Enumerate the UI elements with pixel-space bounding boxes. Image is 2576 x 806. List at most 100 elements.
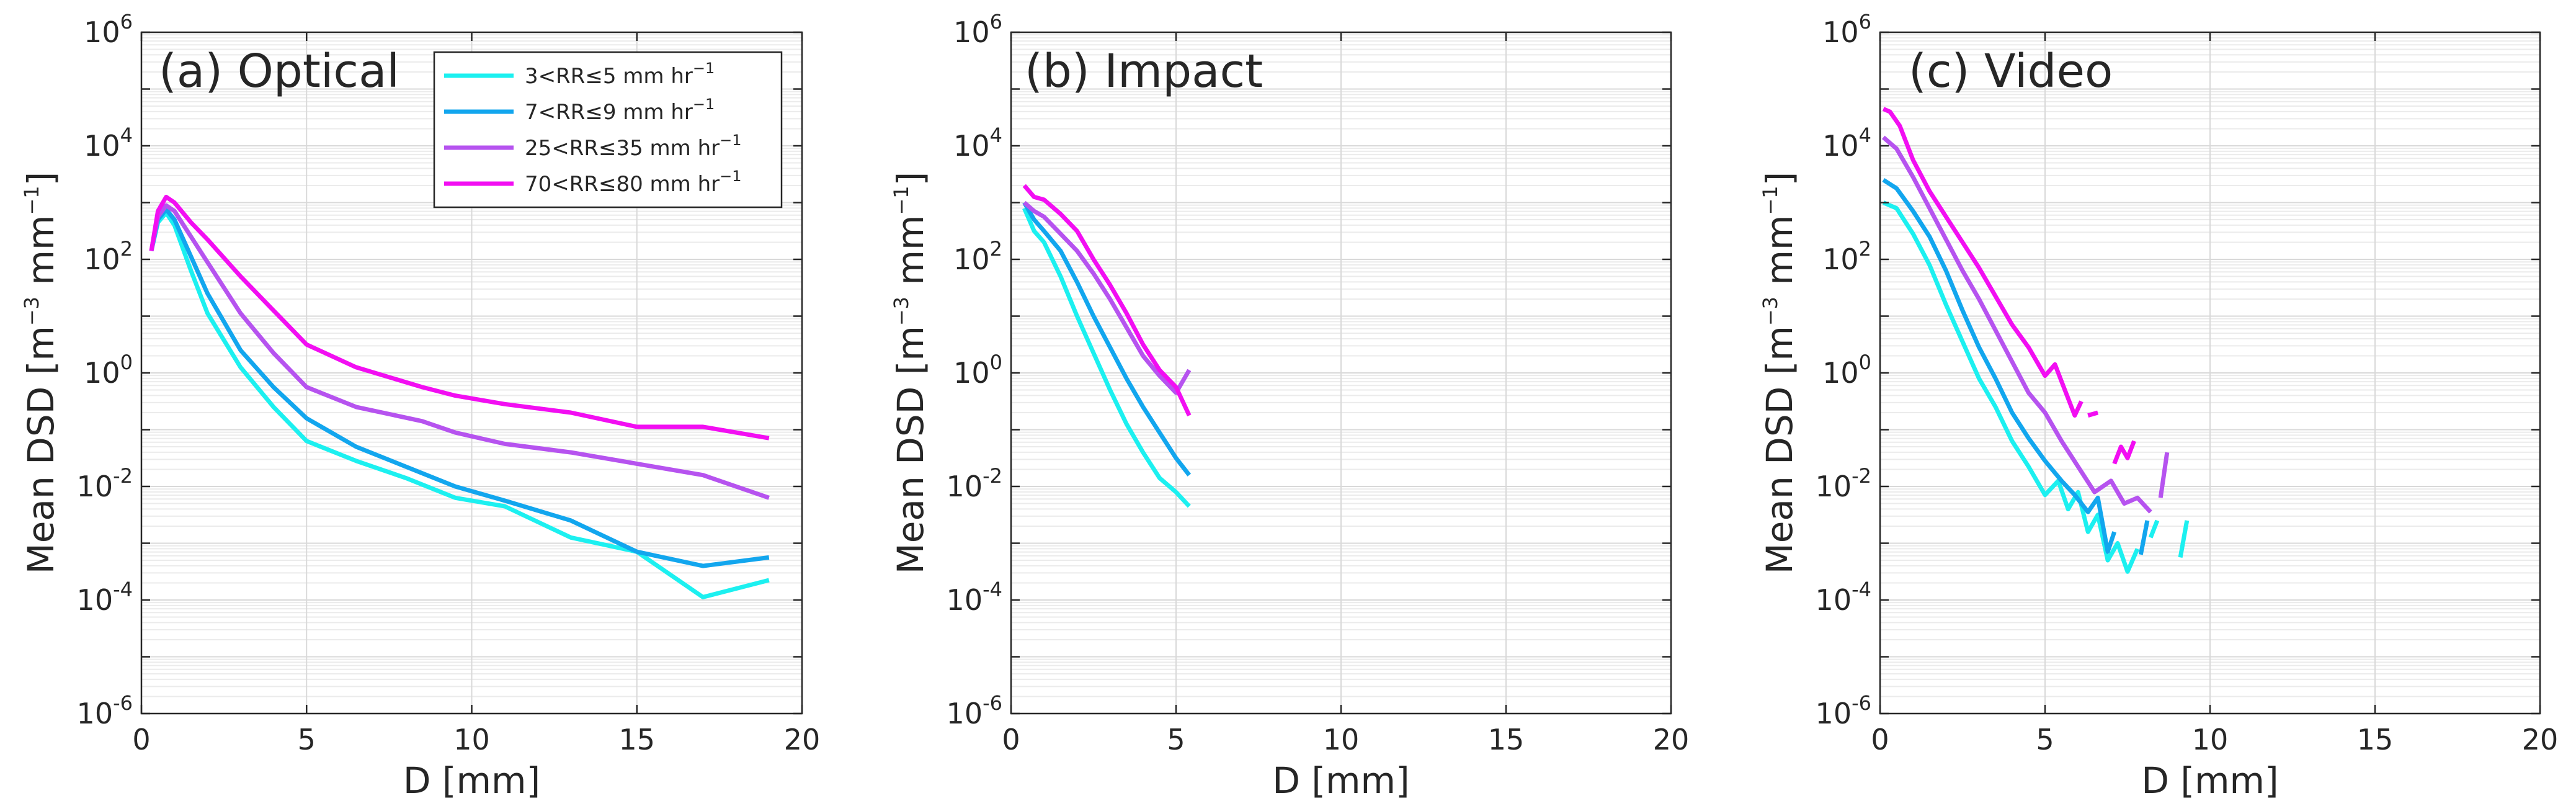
panel-title: (a) Optical — [159, 45, 399, 98]
x-tick-label: 15 — [2357, 723, 2394, 756]
y-tick-base: 10 — [1816, 470, 1852, 503]
series-line-2-seg-2 — [2138, 520, 2150, 555]
y-tick-label: 10-2 — [947, 464, 1002, 503]
y-tick-exponent: -4 — [983, 578, 1002, 601]
legend-label-main: 7<RR≤9 mm hr — [525, 100, 693, 125]
y-tick-label: 104 — [1822, 123, 1871, 163]
series-line-3 — [149, 203, 770, 500]
y-tick-base: 10 — [947, 583, 983, 617]
x-axis-label: D [mm] — [2141, 759, 2278, 802]
series-line-4 — [149, 194, 770, 441]
y-label-exponent: −3 — [889, 297, 913, 326]
y-label-exponent: −3 — [20, 297, 43, 326]
y-label-exponent: −1 — [20, 186, 43, 215]
y-tick-base: 10 — [947, 697, 983, 730]
legend-label-main: 70<RR≤80 mm hr — [525, 172, 720, 197]
y-label-part: ] — [889, 172, 932, 186]
y-tick-exponent: 4 — [1859, 123, 1871, 147]
x-tick-label: 10 — [1323, 723, 1360, 756]
y-label-part: Mean DSD [m — [889, 326, 932, 574]
series-line-4 — [1022, 184, 1192, 417]
y-label-part: Mean DSD [m — [20, 326, 62, 574]
y-tick-exponent: -4 — [113, 578, 133, 601]
x-tick-label: 20 — [784, 723, 821, 756]
y-tick-label: 104 — [84, 123, 133, 163]
x-axis-label: D [mm] — [403, 759, 540, 802]
y-tick-label: 100 — [84, 351, 133, 390]
y-tick-base: 10 — [953, 129, 990, 163]
y-tick-label: 10-4 — [77, 578, 133, 617]
y-tick-base: 10 — [84, 16, 120, 49]
y-tick-exponent: -6 — [983, 691, 1002, 715]
y-tick-label: 10-2 — [77, 464, 133, 503]
y-tick-exponent: 6 — [990, 10, 1002, 34]
series-line-3-seg-1 — [1882, 135, 2152, 514]
x-tick-label: 5 — [298, 723, 316, 756]
y-tick-base: 10 — [953, 356, 990, 390]
y-tick-label: 104 — [953, 123, 1002, 163]
y-tick-exponent: 2 — [120, 237, 133, 261]
legend: 3<RR≤5 mm hr−17<RR≤9 mm hr−125<RR≤35 mm … — [433, 51, 783, 208]
y-tick-label: 100 — [953, 351, 1002, 390]
x-tick-label: 5 — [1167, 723, 1185, 756]
y-axis-label: Mean DSD [m−3 mm−1] — [20, 172, 62, 575]
series-line-4-seg-3 — [2112, 440, 2136, 465]
y-tick-exponent: -6 — [1852, 691, 1871, 715]
series-line-1 — [1022, 207, 1191, 508]
legend-label-exponent: −1 — [720, 132, 741, 149]
x-axis-label: D [mm] — [1272, 759, 1409, 802]
y-tick-label: 106 — [1822, 10, 1871, 49]
x-tick-label: 15 — [618, 723, 655, 756]
y-tick-exponent: -2 — [1852, 464, 1871, 488]
y-tick-exponent: 0 — [1859, 351, 1871, 374]
x-tick-label: 20 — [2522, 723, 2559, 756]
y-tick-exponent: 0 — [990, 351, 1002, 374]
x-tick-label: 0 — [1002, 723, 1020, 756]
series-group — [1882, 107, 2190, 574]
y-tick-base: 10 — [77, 583, 114, 617]
y-tick-exponent: 6 — [120, 10, 133, 34]
y-tick-exponent: 0 — [120, 351, 133, 374]
series-line-2-seg-1 — [1882, 177, 2117, 554]
y-tick-label: 10-4 — [947, 578, 1002, 617]
x-tick-label: 10 — [453, 723, 490, 756]
y-label-exponent: −1 — [889, 186, 913, 215]
x-tick-label: 0 — [132, 723, 150, 756]
panel-title: (c) Video — [1909, 45, 2113, 98]
y-label-part: ] — [1758, 172, 1801, 186]
y-tick-exponent: 2 — [990, 237, 1002, 261]
y-tick-base: 10 — [947, 470, 983, 503]
series-group — [1022, 184, 1192, 508]
y-tick-base: 10 — [77, 697, 114, 730]
series-line-1-seg-3 — [2178, 520, 2190, 558]
y-label-exponent: −3 — [1758, 297, 1782, 326]
series-line-4-seg-2 — [2087, 410, 2099, 418]
y-label-part: Mean DSD [m — [1758, 326, 1801, 574]
series-line-1 — [149, 210, 770, 599]
series-line-3-seg-2 — [2158, 452, 2170, 498]
y-tick-label: 10-4 — [1816, 578, 1871, 617]
y-axis-label: Mean DSD [m−3 mm−1] — [889, 172, 932, 575]
y-tick-base: 10 — [84, 129, 120, 163]
y-tick-base: 10 — [1816, 583, 1852, 617]
legend-box — [433, 51, 783, 208]
y-tick-exponent: 4 — [120, 123, 133, 147]
legend-label-main: 25<RR≤35 mm hr — [525, 136, 720, 161]
y-tick-base: 10 — [1822, 356, 1859, 390]
x-tick-label: 15 — [1488, 723, 1525, 756]
series-line-4-seg-1 — [1882, 107, 2084, 418]
y-label-part: ] — [20, 172, 62, 186]
y-tick-base: 10 — [1816, 697, 1852, 730]
x-tick-label: 10 — [2192, 723, 2229, 756]
legend-label-3: 25<RR≤35 mm hr−1 — [525, 132, 742, 161]
y-tick-exponent: -6 — [113, 691, 133, 715]
legend-label-exponent: −1 — [693, 60, 715, 77]
y-tick-exponent: 4 — [990, 123, 1002, 147]
y-label-exponent: −1 — [1758, 186, 1782, 215]
y-tick-base: 10 — [77, 470, 114, 503]
y-tick-label: 10-6 — [947, 691, 1002, 730]
y-tick-label: 102 — [1822, 237, 1871, 276]
y-tick-label: 106 — [953, 10, 1002, 49]
